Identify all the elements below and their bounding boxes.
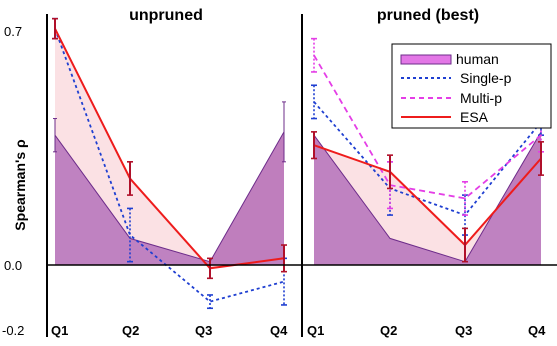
y-tick-label-top: 0.7: [4, 24, 22, 39]
legend-swatch-human: [400, 54, 452, 65]
legend-label-esa: ESA: [460, 109, 489, 125]
human-line-unpruned: [54, 131, 285, 263]
band-area-unpruned: [55, 28, 284, 269]
legend-label-single-p: Single-p: [460, 70, 512, 86]
y-axis-label: Spearman's ρ: [12, 139, 28, 231]
y-tick-label-bottom: -0.2: [2, 323, 24, 338]
x-tick-label-q4-right: Q4: [528, 323, 546, 338]
esa-line-pruned: [313, 144, 542, 247]
y-tick-label-zero: 0.0: [4, 258, 22, 273]
x-tick-label-q4-left: Q4: [270, 323, 288, 338]
panel-title-pruned: pruned (best): [377, 7, 479, 24]
panel-title-unpruned: unpruned: [129, 7, 203, 24]
esa-line-unpruned: [54, 28, 285, 270]
x-tick-label-q2-left: Q2: [122, 323, 139, 338]
x-tick-label-q1-right: Q1: [307, 323, 324, 338]
x-tick-label-q2-right: Q2: [380, 323, 397, 338]
human-area-pruned: [314, 131, 541, 265]
legend-label-human: human: [456, 51, 499, 67]
x-tick-label-q3-right: Q3: [455, 323, 472, 338]
human-area-unpruned: [55, 131, 284, 265]
x-tick-label-q3-left: Q3: [195, 323, 212, 338]
single-p-line-pruned: [313, 101, 542, 217]
plot-layer: [52, 17, 544, 310]
human-line-pruned: [313, 131, 542, 263]
legend: human Single-p Multi-p ESA: [391, 43, 552, 129]
multi-p-line-pruned: [313, 54, 542, 200]
legend-box: [391, 43, 552, 129]
legend-label-multi-p: Multi-p: [460, 90, 502, 106]
x-tick-label-q1-left: Q1: [51, 323, 68, 338]
single-p-line-unpruned: [54, 28, 285, 303]
